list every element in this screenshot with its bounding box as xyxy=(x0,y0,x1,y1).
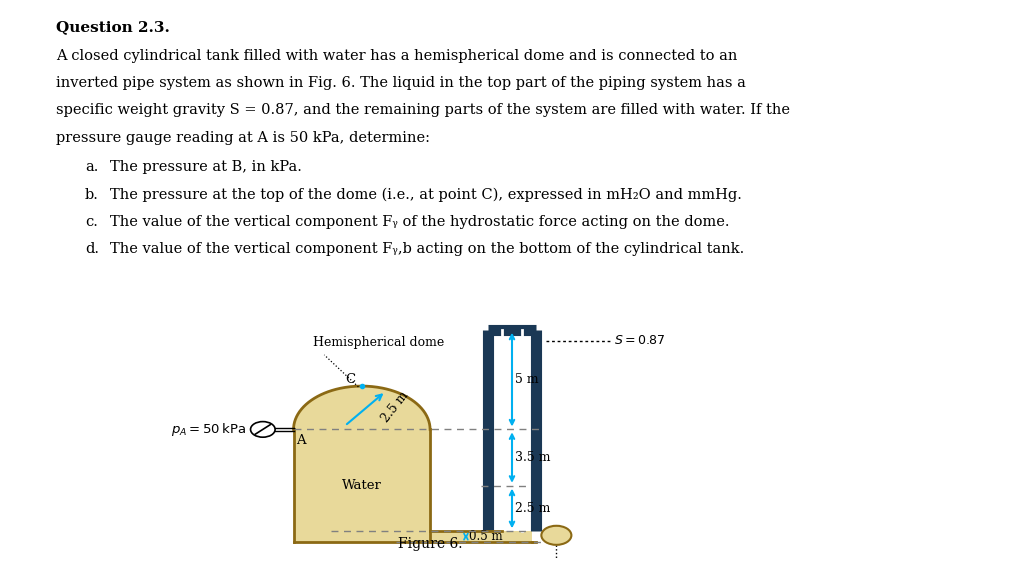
Text: Question 2.3.: Question 2.3. xyxy=(56,20,170,34)
Text: 0.5 m: 0.5 m xyxy=(469,530,503,543)
Polygon shape xyxy=(430,531,532,542)
Text: specific weight gravity S = 0.87, and the remaining parts of the system are fill: specific weight gravity S = 0.87, and th… xyxy=(56,103,791,118)
Text: The pressure at the top of the dome (i.e., at point C), expressed in mH₂O and mm: The pressure at the top of the dome (i.e… xyxy=(110,188,741,202)
Text: 5 m: 5 m xyxy=(515,373,539,386)
Text: a.: a. xyxy=(85,160,98,175)
Text: 2.5 m: 2.5 m xyxy=(379,389,411,425)
Polygon shape xyxy=(294,429,430,542)
Text: $S = 0.87$: $S = 0.87$ xyxy=(614,334,666,347)
Text: C: C xyxy=(345,373,355,386)
Text: b.: b. xyxy=(85,188,99,202)
Text: Hemispherical dome: Hemispherical dome xyxy=(313,336,444,349)
Circle shape xyxy=(542,526,571,545)
Text: d.: d. xyxy=(85,242,99,256)
Text: pressure gauge reading at A is 50 kPa, determine:: pressure gauge reading at A is 50 kPa, d… xyxy=(56,131,430,145)
Text: 3.5 m: 3.5 m xyxy=(515,451,551,464)
Text: B: B xyxy=(551,529,562,542)
Circle shape xyxy=(251,421,275,437)
Text: inverted pipe system as shown in Fig. 6. The liquid in the top part of the pipin: inverted pipe system as shown in Fig. 6.… xyxy=(56,76,746,90)
Text: A: A xyxy=(296,434,306,447)
Text: The value of the vertical component Fᵧ,b acting on the bottom of the cylindrical: The value of the vertical component Fᵧ,b… xyxy=(110,242,743,256)
Text: The value of the vertical component Fᵧ of the hydrostatic force acting on the do: The value of the vertical component Fᵧ o… xyxy=(110,215,729,229)
Text: Figure 6.: Figure 6. xyxy=(398,537,462,551)
Text: Water: Water xyxy=(342,479,382,492)
Polygon shape xyxy=(502,330,522,531)
Text: The pressure at B, in kPa.: The pressure at B, in kPa. xyxy=(110,160,301,175)
Text: c.: c. xyxy=(85,215,98,229)
Text: 2.5 m: 2.5 m xyxy=(515,502,551,515)
Polygon shape xyxy=(294,386,430,429)
Text: $p_A = 50\,\mathrm{kPa}$: $p_A = 50\,\mathrm{kPa}$ xyxy=(171,421,246,438)
Text: A closed cylindrical tank filled with water has a hemispherical dome and is conn: A closed cylindrical tank filled with wa… xyxy=(56,49,737,63)
